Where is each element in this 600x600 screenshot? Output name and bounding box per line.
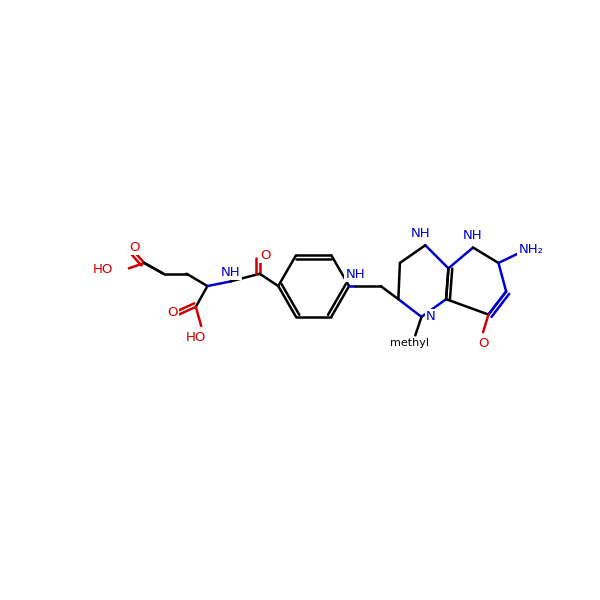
Text: NH: NH	[463, 229, 483, 242]
Text: HO: HO	[185, 331, 206, 344]
Text: methyl: methyl	[389, 338, 428, 348]
Text: NH₂: NH₂	[518, 242, 544, 256]
Text: N: N	[426, 310, 436, 323]
Text: O: O	[478, 337, 488, 350]
Text: NH: NH	[221, 266, 241, 278]
Text: O: O	[167, 306, 178, 319]
Text: O: O	[260, 249, 271, 262]
Text: HO: HO	[93, 263, 113, 275]
Text: NH: NH	[346, 268, 365, 281]
Text: NH: NH	[411, 227, 431, 240]
Text: O: O	[129, 241, 139, 254]
